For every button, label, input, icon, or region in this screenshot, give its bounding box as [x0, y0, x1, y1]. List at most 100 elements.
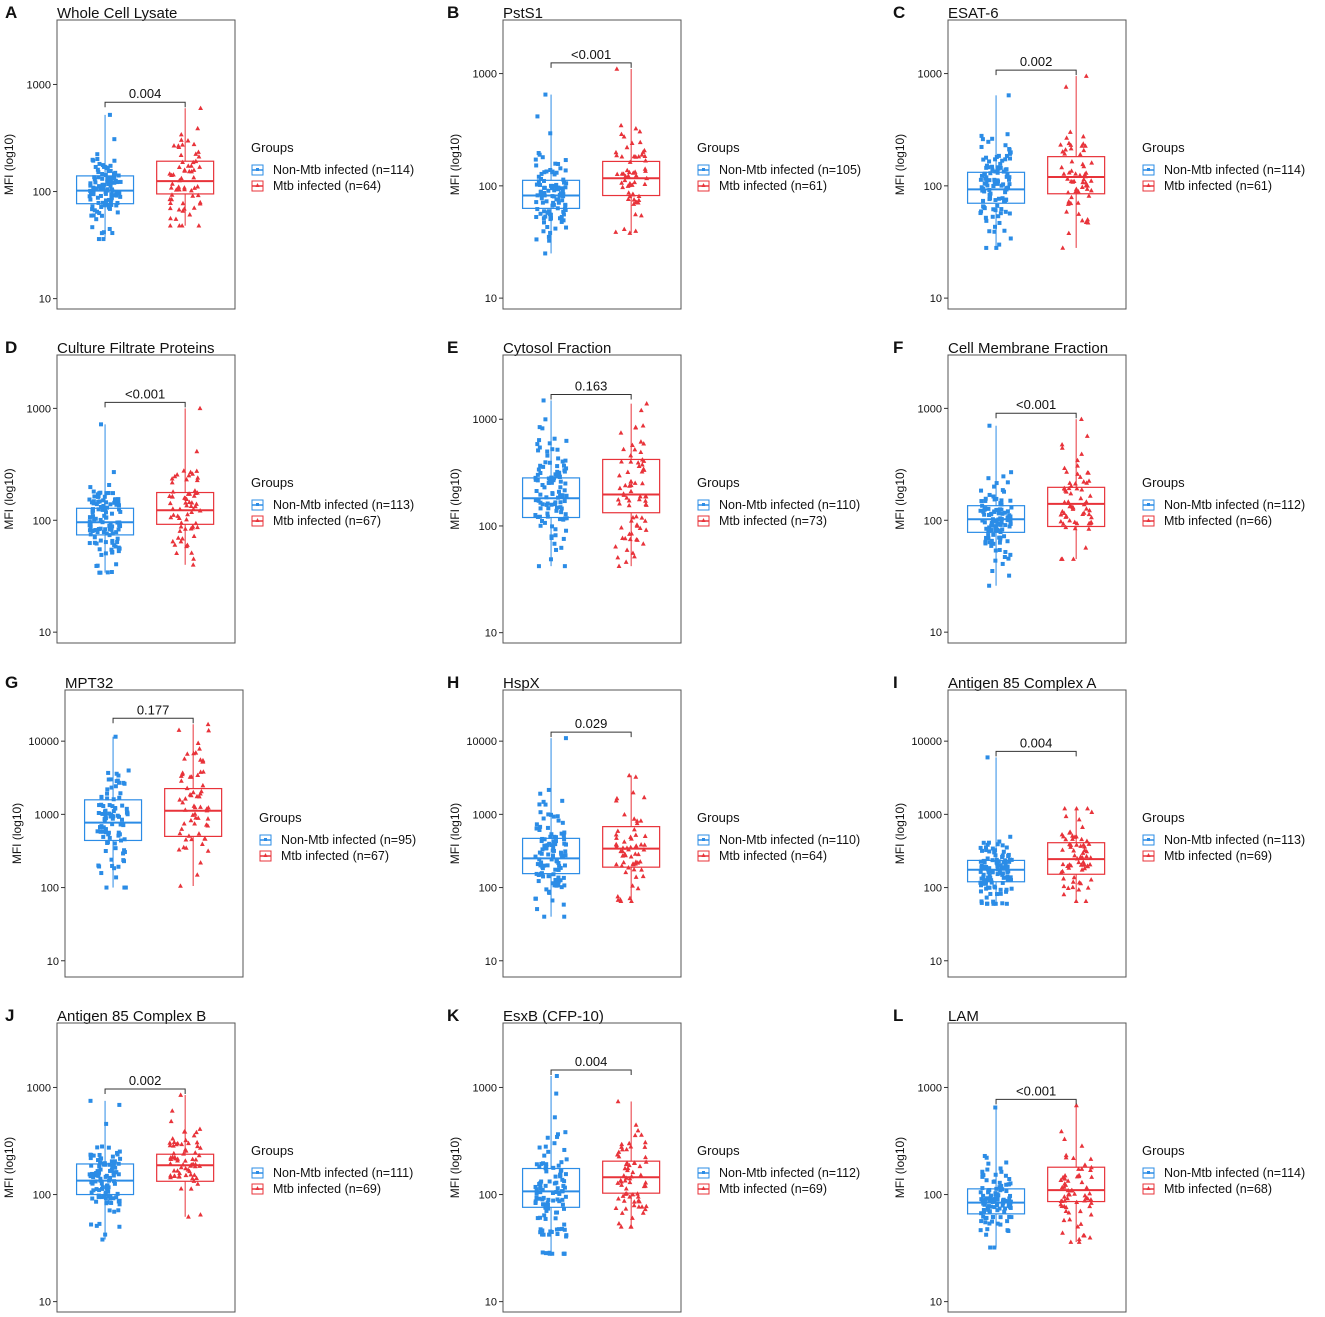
y-tick-label: 10: [930, 293, 942, 305]
data-point: [560, 188, 565, 193]
data-point: [103, 813, 108, 818]
data-point: [99, 422, 104, 427]
data-point: [87, 497, 92, 502]
data-point: [986, 529, 991, 534]
p-value-label: <0.001: [1016, 397, 1056, 412]
bracket-line: [104, 1088, 186, 1095]
data-point: [629, 1173, 634, 1179]
data-point: [95, 167, 100, 172]
y-tick-label: 1000: [473, 809, 497, 821]
data-point: [1061, 876, 1066, 881]
data-point: [537, 425, 542, 430]
data-point: [184, 751, 190, 756]
data-point: [985, 1167, 990, 1172]
data-point: [638, 842, 644, 847]
data-point: [103, 507, 108, 512]
data-point: [618, 525, 624, 530]
legend-key-marker: [256, 503, 259, 506]
data-point: [109, 547, 114, 552]
data-point: [1058, 518, 1064, 524]
data-point: [989, 880, 994, 885]
data-point: [93, 164, 98, 169]
data-point: [538, 211, 543, 216]
data-point: [999, 865, 1004, 870]
data-point: [626, 1162, 632, 1168]
data-point: [1001, 474, 1006, 479]
data-point: [980, 848, 985, 853]
data-point: [628, 854, 634, 859]
data-point: [1004, 174, 1009, 179]
data-point: [119, 817, 124, 822]
data-point: [534, 163, 539, 168]
data-point: [116, 549, 121, 554]
data-point: [1065, 1178, 1071, 1183]
data-point: [1069, 194, 1074, 200]
data-point: [546, 852, 551, 857]
data-point: [1080, 850, 1086, 855]
data-point: [117, 1102, 122, 1107]
data-point: [621, 839, 627, 844]
data-point: [104, 1121, 109, 1126]
y-axis-label: MFI (log10): [2, 468, 16, 529]
data-point: [560, 1177, 565, 1182]
data-point: [564, 1157, 569, 1162]
data-point: [168, 1156, 174, 1161]
data-point: [618, 430, 624, 435]
data-point: [176, 187, 182, 192]
data-point: [1006, 1228, 1011, 1233]
data-point: [1062, 1181, 1068, 1186]
data-point: [121, 851, 126, 856]
data-point: [632, 553, 637, 559]
legend-key-marker: [701, 183, 706, 187]
data-point: [550, 1251, 555, 1256]
legend-title: Groups: [697, 140, 740, 155]
data-point: [622, 812, 627, 817]
y-tick-label: 10: [485, 293, 497, 305]
y-tick-label: 1000: [473, 69, 497, 81]
data-point: [984, 245, 989, 250]
data-point: [191, 493, 197, 498]
data-point: [561, 218, 566, 223]
data-point: [92, 175, 97, 180]
data-point: [1062, 1198, 1068, 1203]
data-point: [1081, 479, 1087, 484]
y-tick-label: 10000: [28, 736, 59, 748]
data-point: [550, 1190, 555, 1195]
data-point: [982, 878, 987, 883]
y-tick-label: 100: [41, 883, 59, 895]
data-point: [1089, 1164, 1094, 1170]
data-point: [179, 826, 185, 831]
data-point: [112, 180, 117, 185]
data-point: [984, 163, 989, 168]
data-point: [176, 727, 182, 732]
y-tick-label: 1000: [918, 1082, 942, 1094]
data-point: [1079, 487, 1085, 492]
data-point: [1063, 488, 1068, 493]
data-point: [637, 1163, 643, 1169]
data-point: [555, 206, 560, 211]
legend-item-mtb: Mtb infected (n=69): [251, 1182, 381, 1196]
data-point: [540, 155, 545, 160]
data-point: [999, 516, 1004, 521]
bracket-line: [995, 412, 1077, 419]
data-point: [992, 1205, 997, 1210]
data-point: [96, 200, 101, 205]
data-point: [535, 114, 540, 119]
data-point: [623, 869, 629, 875]
plot-frame: [947, 689, 1127, 978]
data-point: [191, 1178, 197, 1183]
data-point: [188, 163, 194, 168]
data-point: [170, 1136, 176, 1141]
data-point: [541, 229, 546, 234]
data-point: [979, 173, 984, 178]
legend-label: Mtb infected (n=61): [1164, 179, 1272, 193]
data-point: [93, 1179, 98, 1184]
data-point: [197, 1126, 203, 1131]
data-point: [978, 211, 983, 216]
data-point: [544, 1162, 549, 1167]
data-point: [990, 164, 995, 169]
data-point: [549, 832, 554, 837]
data-point: [171, 512, 176, 517]
data-point: [1087, 861, 1093, 867]
